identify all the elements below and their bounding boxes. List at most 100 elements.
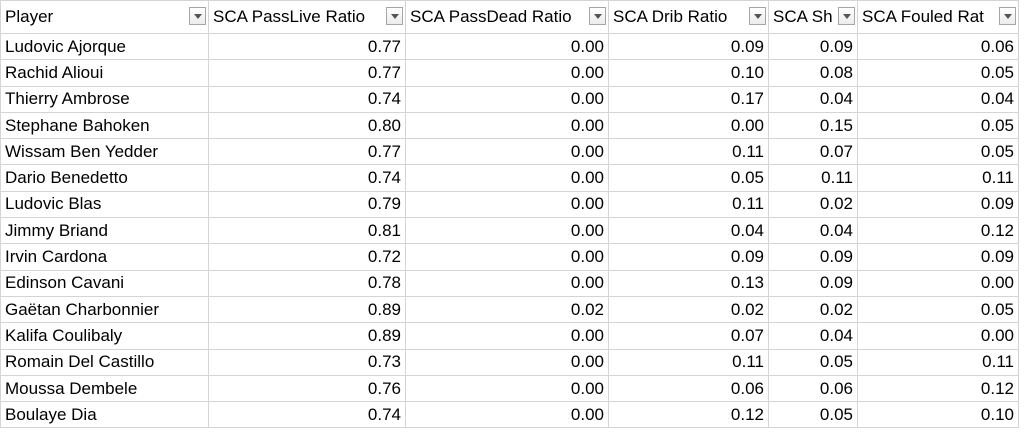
table-row: Rachid Alioui 0.77 0.00 0.10 0.08 0.05 <box>0 59 1019 87</box>
value-cell: 0.11 <box>857 164 1019 192</box>
value-cell: 0.00 <box>405 164 609 192</box>
value-cell: 0.02 <box>405 295 609 324</box>
value-cell: 0.00 <box>405 138 609 166</box>
table-row: Thierry Ambrose 0.74 0.00 0.17 0.04 0.04 <box>0 85 1019 113</box>
filter-button[interactable] <box>589 7 606 25</box>
player-cell: Kalifa Coulibaly <box>0 322 209 350</box>
value-cell: 0.00 <box>857 322 1019 350</box>
value-cell: 0.00 <box>405 59 609 87</box>
table-row: Dario Benedetto 0.74 0.00 0.05 0.11 0.11 <box>0 164 1019 192</box>
value-cell: 0.10 <box>857 401 1019 429</box>
player-cell: Irvin Cardona <box>0 243 209 271</box>
value-cell: 0.05 <box>857 111 1019 140</box>
value-cell: 0.77 <box>208 59 406 87</box>
column-header: SCA Drib Ratio <box>608 0 769 34</box>
player-cell: Ludovic Ajorque <box>0 32 209 61</box>
column-header: SCA PassDead Ratio <box>405 0 609 34</box>
header-text: Player <box>5 7 54 27</box>
table-row: Boulaye Dia 0.74 0.00 0.12 0.05 0.10 <box>0 401 1019 429</box>
value-cell: 0.00 <box>857 269 1019 297</box>
filter-button[interactable] <box>838 7 855 25</box>
table-row: Irvin Cardona 0.72 0.00 0.09 0.09 0.09 <box>0 243 1019 271</box>
value-cell: 0.04 <box>768 322 858 350</box>
value-cell: 0.74 <box>208 85 406 113</box>
value-cell: 0.12 <box>857 374 1019 403</box>
player-cell: Edinson Cavani <box>0 269 209 297</box>
table-row: Stephane Bahoken 0.80 0.00 0.00 0.15 0.05 <box>0 111 1019 140</box>
table-body: Ludovic Ajorque 0.77 0.00 0.09 0.09 0.06 Rachi… <box>0 32 1019 429</box>
table-row: Kalifa Coulibaly 0.89 0.00 0.07 0.04 0.00 <box>0 322 1019 350</box>
value-cell: 0.07 <box>768 138 858 166</box>
value-cell: 0.00 <box>405 374 609 403</box>
column-header: SCA Sh <box>768 0 858 34</box>
value-cell: 0.11 <box>608 138 769 166</box>
player-cell: Jimmy Briand <box>0 217 209 245</box>
value-cell: 0.00 <box>405 32 609 61</box>
value-cell: 0.80 <box>208 111 406 140</box>
filter-button[interactable] <box>999 7 1016 25</box>
value-cell: 0.79 <box>208 190 406 219</box>
value-cell: 0.13 <box>608 269 769 297</box>
filter-button[interactable] <box>386 7 403 25</box>
value-cell: 0.05 <box>857 295 1019 324</box>
value-cell: 0.09 <box>768 243 858 271</box>
value-cell: 0.05 <box>857 138 1019 166</box>
value-cell: 0.11 <box>608 190 769 219</box>
value-cell: 0.04 <box>857 85 1019 113</box>
value-cell: 0.02 <box>768 190 858 219</box>
value-cell: 0.11 <box>857 348 1019 376</box>
table-row: Gaëtan Charbonnier 0.89 0.02 0.02 0.02 0.05 <box>0 295 1019 324</box>
value-cell: 0.05 <box>608 164 769 192</box>
value-cell: 0.05 <box>857 59 1019 87</box>
header-text: SCA PassDead Ratio <box>410 7 572 27</box>
header-text: SCA PassLive Ratio <box>213 7 366 27</box>
column-header: Player <box>0 0 209 34</box>
column-header: SCA Fouled Rat <box>857 0 1019 34</box>
value-cell: 0.09 <box>608 32 769 61</box>
value-cell: 0.10 <box>608 59 769 87</box>
value-cell: 0.05 <box>768 401 858 429</box>
value-cell: 0.04 <box>768 217 858 245</box>
value-cell: 0.06 <box>857 32 1019 61</box>
value-cell: 0.09 <box>857 243 1019 271</box>
value-cell: 0.00 <box>405 243 609 271</box>
value-cell: 0.11 <box>768 164 858 192</box>
value-cell: 0.72 <box>208 243 406 271</box>
player-cell: Wissam Ben Yedder <box>0 138 209 166</box>
header-text: SCA Fouled Rat <box>862 7 984 27</box>
filter-button[interactable] <box>189 7 206 25</box>
value-cell: 0.17 <box>608 85 769 113</box>
value-cell: 0.11 <box>608 348 769 376</box>
header-text: SCA Drib Ratio <box>613 7 728 27</box>
table-row: Ludovic Blas 0.79 0.00 0.11 0.02 0.09 <box>0 190 1019 219</box>
player-cell: Romain Del Castillo <box>0 348 209 376</box>
value-cell: 0.00 <box>405 217 609 245</box>
value-cell: 0.77 <box>208 138 406 166</box>
table-row: Romain Del Castillo 0.73 0.00 0.11 0.05 0.11 <box>0 348 1019 376</box>
value-cell: 0.00 <box>405 401 609 429</box>
value-cell: 0.04 <box>768 85 858 113</box>
player-cell: Gaëtan Charbonnier <box>0 295 209 324</box>
value-cell: 0.81 <box>208 217 406 245</box>
filter-button[interactable] <box>749 7 766 25</box>
value-cell: 0.04 <box>608 217 769 245</box>
header-text: SCA Sh <box>773 7 833 27</box>
value-cell: 0.00 <box>405 322 609 350</box>
value-cell: 0.09 <box>768 269 858 297</box>
value-cell: 0.09 <box>768 32 858 61</box>
player-cell: Stephane Bahoken <box>0 111 209 140</box>
value-cell: 0.89 <box>208 295 406 324</box>
value-cell: 0.74 <box>208 164 406 192</box>
value-cell: 0.74 <box>208 401 406 429</box>
value-cell: 0.06 <box>768 374 858 403</box>
value-cell: 0.00 <box>405 269 609 297</box>
value-cell: 0.00 <box>405 348 609 376</box>
value-cell: 0.00 <box>405 190 609 219</box>
value-cell: 0.76 <box>208 374 406 403</box>
player-cell: Moussa Dembele <box>0 374 209 403</box>
value-cell: 0.00 <box>405 85 609 113</box>
player-cell: Boulaye Dia <box>0 401 209 429</box>
value-cell: 0.78 <box>208 269 406 297</box>
